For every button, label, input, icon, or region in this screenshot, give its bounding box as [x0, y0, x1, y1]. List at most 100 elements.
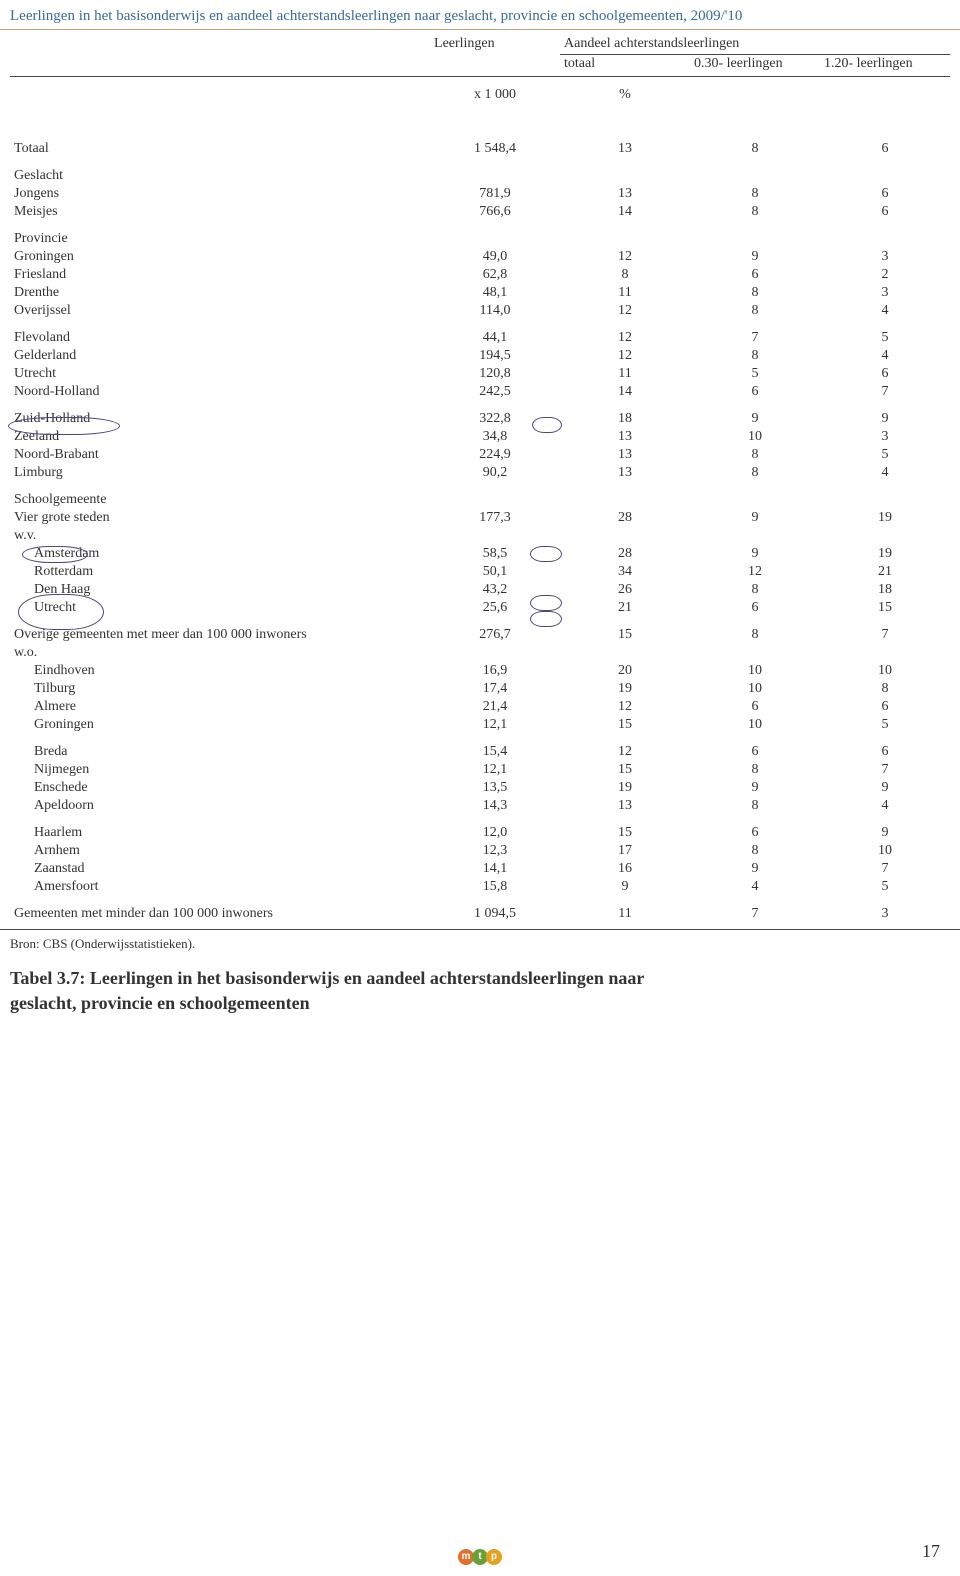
footer-logo: mtp [459, 1546, 501, 1568]
row-label: Geslacht [10, 158, 430, 185]
cell: 7 [690, 896, 820, 923]
cell: 6 [690, 599, 820, 617]
cell: 13 [560, 446, 690, 464]
table-row: Overijssel114,01284 [10, 302, 950, 320]
cell: 8 [690, 581, 820, 599]
cell: 3 [820, 896, 950, 923]
cell: 49,0 [430, 248, 560, 266]
cell: 11 [560, 896, 690, 923]
row-label: Schoolgemeente [10, 482, 430, 509]
cell: 12 [560, 734, 690, 761]
table-row: Apeldoorn14,31384 [10, 797, 950, 815]
row-label: Gelderland [10, 347, 430, 365]
row-label: Flevoland [10, 320, 430, 347]
cell: 15,8 [430, 878, 560, 896]
row-label: Zuid-Holland [10, 401, 430, 428]
row-label: Jongens [10, 185, 430, 203]
cell: 8 [820, 680, 950, 698]
subheader-totaal: totaal [560, 55, 690, 77]
table-row: Gemeenten met minder dan 100 000 inwoner… [10, 896, 950, 923]
cell: 19 [820, 545, 950, 563]
table-row: Noord-Holland242,51467 [10, 383, 950, 401]
cell: 9 [820, 815, 950, 842]
cell: 11 [560, 365, 690, 383]
cell: 8 [690, 464, 820, 482]
cell: 6 [690, 815, 820, 842]
cell: 4 [820, 797, 950, 815]
cell: 14,3 [430, 797, 560, 815]
cell: 8 [690, 347, 820, 365]
unit-x1000: x 1 000 [430, 77, 560, 128]
cell: 5 [820, 878, 950, 896]
cell: 12 [560, 347, 690, 365]
row-label: Zaanstad [10, 860, 430, 878]
cell: 3 [820, 248, 950, 266]
cell: 242,5 [430, 383, 560, 401]
cell: 43,2 [430, 581, 560, 599]
header-aandeel: Aandeel achterstandsleerlingen [560, 30, 950, 55]
cell: 13 [560, 127, 690, 158]
table-row: Zeeland34,813103 [10, 428, 950, 446]
cell: 3 [820, 284, 950, 302]
table-row: Utrecht25,621615 [10, 599, 950, 617]
cell: 13 [560, 428, 690, 446]
cell: 2 [820, 266, 950, 284]
table-row: Tilburg17,419108 [10, 680, 950, 698]
cell: 14 [560, 383, 690, 401]
cell: 28 [560, 545, 690, 563]
row-label: Gemeenten met minder dan 100 000 inwoner… [10, 896, 430, 923]
cell: 6 [690, 266, 820, 284]
cell: 9 [690, 779, 820, 797]
table-row: Utrecht120,81156 [10, 365, 950, 383]
table-row: Amersfoort15,8945 [10, 878, 950, 896]
table-row: Groningen49,01293 [10, 248, 950, 266]
cell: 8 [690, 284, 820, 302]
cell: 15 [820, 599, 950, 617]
cell: 9 [690, 509, 820, 527]
cell: 12 [560, 248, 690, 266]
caption-rest: geslacht, provincie en schoolgemeenten [10, 993, 310, 1013]
cell: 224,9 [430, 446, 560, 464]
cell: 7 [820, 761, 950, 779]
row-label: Haarlem [10, 815, 430, 842]
cell: 8 [560, 266, 690, 284]
row-label: Breda [10, 734, 430, 761]
table-row: Amsterdam58,528919 [10, 545, 950, 563]
row-label: Almere [10, 698, 430, 716]
cell: 50,1 [430, 563, 560, 581]
cell: 6 [820, 203, 950, 221]
cell: 12 [560, 698, 690, 716]
table-row: Zuid-Holland322,81899 [10, 401, 950, 428]
row-label: w.v. [10, 527, 430, 545]
table-row: Vier grote steden177,328919 [10, 509, 950, 527]
cell: 90,2 [430, 464, 560, 482]
cell: 12 [560, 302, 690, 320]
cell: 10 [820, 662, 950, 680]
table-row: Breda15,41266 [10, 734, 950, 761]
cell: 11 [560, 284, 690, 302]
table-row: Eindhoven16,9201010 [10, 662, 950, 680]
row-label: Groningen [10, 716, 430, 734]
table-row: Overige gemeenten met meer dan 100 000 i… [10, 617, 950, 644]
row-label: Amersfoort [10, 878, 430, 896]
cell: 25,6 [430, 599, 560, 617]
row-label: Nijmegen [10, 761, 430, 779]
row-label: Limburg [10, 464, 430, 482]
table-container: Leerlingen Aandeel achterstandsleerlinge… [0, 30, 960, 923]
page-number: 17 [922, 1541, 940, 1562]
cell: 4 [690, 878, 820, 896]
cell: 5 [820, 716, 950, 734]
table-caption: Tabel 3.7: Leerlingen in het basisonderw… [0, 956, 960, 1016]
cell: 15 [560, 617, 690, 644]
unit-pct: % [560, 77, 690, 128]
row-label: Amsterdam [10, 545, 430, 563]
cell: 34 [560, 563, 690, 581]
table-row: x 1 000% [10, 77, 950, 128]
cell: 6 [820, 698, 950, 716]
cell: 48,1 [430, 284, 560, 302]
cell: 16,9 [430, 662, 560, 680]
table-row: Haarlem12,01569 [10, 815, 950, 842]
cell: 58,5 [430, 545, 560, 563]
table-row: Friesland62,8862 [10, 266, 950, 284]
row-label: Enschede [10, 779, 430, 797]
